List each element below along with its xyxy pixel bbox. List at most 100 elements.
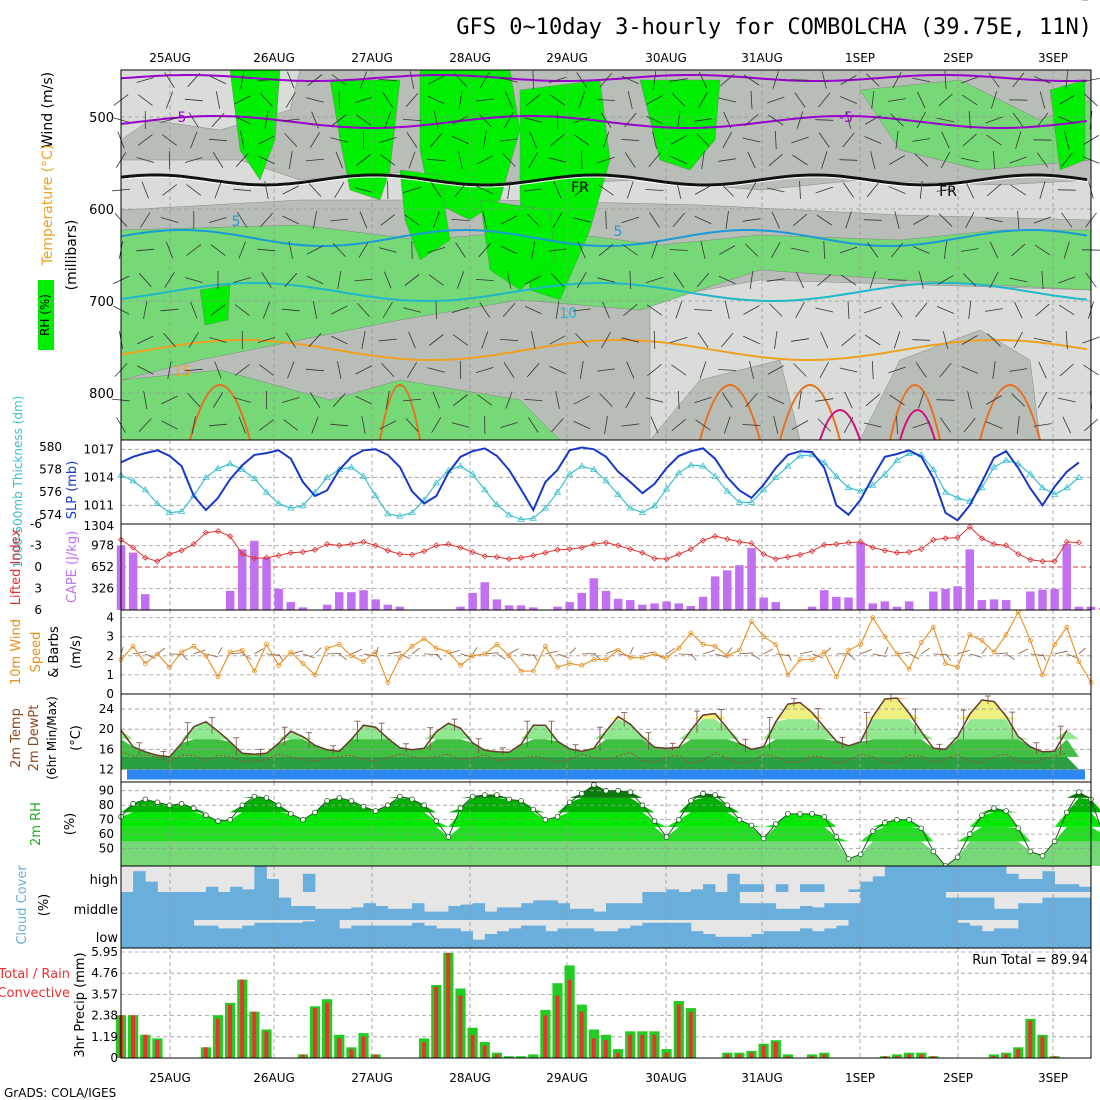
wind-barb xyxy=(288,241,293,259)
wind-tick: 0 xyxy=(106,687,114,701)
rh-2m-point xyxy=(930,848,937,855)
wind-speed-point xyxy=(906,666,912,672)
wind-speed-point xyxy=(494,642,500,647)
cape-bar xyxy=(759,597,768,610)
cape-bar xyxy=(662,601,671,610)
freezing-level-inner xyxy=(120,176,1088,188)
rh-2m-point xyxy=(772,821,779,827)
wind-barb xyxy=(354,278,373,282)
wind-barb xyxy=(652,71,657,89)
cloud-bar-middle xyxy=(509,907,522,920)
wind-barb xyxy=(993,150,995,170)
wind-10m-barb xyxy=(1018,648,1029,655)
wind-barb xyxy=(1059,363,1074,377)
cloud-bar-low xyxy=(509,928,522,948)
wind-barb xyxy=(771,241,781,259)
wind-speed-point xyxy=(276,663,282,668)
lifted-index-point xyxy=(809,548,816,555)
lifted-index-point xyxy=(1003,542,1010,549)
wind-barb xyxy=(308,333,322,347)
cloud-bar-low xyxy=(751,934,764,948)
wind-barb xyxy=(840,75,857,85)
rh-2m-point xyxy=(530,806,537,813)
wind-10m-barb xyxy=(242,653,252,660)
slp-series xyxy=(120,446,1080,522)
day-label-top: 3SEP xyxy=(1038,51,1068,65)
rh-2m-point xyxy=(1064,809,1070,816)
wind-barb xyxy=(550,273,565,287)
cape-bar xyxy=(565,602,574,610)
wind-barb xyxy=(742,137,761,143)
wind-barb xyxy=(257,248,276,252)
wind-barb xyxy=(361,416,366,434)
wind-barb xyxy=(524,305,542,315)
wind-barb xyxy=(839,246,858,254)
wind-barb xyxy=(136,248,155,252)
lifted-index-point xyxy=(615,542,622,549)
wind-barb xyxy=(742,218,761,222)
wind-barb xyxy=(864,115,881,125)
wind-barb xyxy=(696,272,710,288)
axis-label-slp: SLP (mb) xyxy=(65,461,80,520)
cloud-bar-low xyxy=(1042,920,1055,948)
rh-2m-point xyxy=(857,851,864,858)
cloud-bar-low xyxy=(872,920,886,948)
wind-barb xyxy=(767,395,785,405)
rh-2m-point xyxy=(639,802,646,808)
rh-2m-point xyxy=(518,797,524,804)
cape-bar xyxy=(880,601,890,610)
rh-2m-point xyxy=(688,797,694,804)
lifted-index-point xyxy=(372,542,379,549)
wind-barb xyxy=(575,333,589,347)
wind-barb xyxy=(548,157,567,163)
cape-bar xyxy=(868,603,877,610)
wind-10m-barb xyxy=(848,653,856,661)
wind-speed-point xyxy=(652,651,657,657)
precip-convective-bar xyxy=(252,1011,257,1058)
wind-barb xyxy=(918,271,924,289)
wind-barb xyxy=(264,111,269,129)
wind-barb xyxy=(749,361,754,379)
wind-barb xyxy=(985,308,1003,312)
wind-barb xyxy=(305,368,325,372)
cloud-bar-low xyxy=(399,925,413,948)
pressure-tick-label: 500 xyxy=(89,111,114,126)
cloud-bar-middle xyxy=(1078,897,1092,920)
thickness-point xyxy=(214,464,222,471)
cloud-bar-middle xyxy=(545,900,558,920)
wind-barb xyxy=(767,365,784,375)
wind-barb xyxy=(259,364,274,376)
wind-barb xyxy=(161,395,178,405)
wind-barb xyxy=(475,279,494,281)
thickness-point xyxy=(371,491,380,498)
cloud-bar-low xyxy=(448,928,461,948)
wind-barb xyxy=(839,159,858,161)
lifted-index-point xyxy=(845,539,852,546)
cloud-bar-middle xyxy=(460,904,473,920)
wind-barb xyxy=(384,271,392,289)
cloud-bar-middle xyxy=(278,897,292,920)
wind-barb xyxy=(799,180,801,200)
cloud-bar-low xyxy=(218,928,231,948)
precip-convective-bar xyxy=(725,1054,730,1058)
wind-speed-point xyxy=(603,657,609,662)
cloud-bar-high xyxy=(242,889,255,892)
wind-barb xyxy=(646,115,663,125)
cape-bar xyxy=(456,606,465,610)
wind-barb xyxy=(652,131,657,149)
wind-barb xyxy=(257,78,276,82)
cloud-bar-low xyxy=(533,925,546,948)
thickness-point xyxy=(299,502,307,509)
cloud-bar-high xyxy=(994,866,1007,892)
isotherm-20 xyxy=(979,384,1041,441)
wind-barb xyxy=(670,155,688,165)
lifted-index-point xyxy=(190,541,197,548)
cloud-bar-middle xyxy=(630,903,643,920)
precip-convective-bar xyxy=(688,1011,693,1058)
cloud-bar-middle xyxy=(121,892,134,920)
cape-bar xyxy=(1098,608,1100,610)
rh-2m-point xyxy=(421,802,427,808)
axis-label-cape: CAPE (J/kg) xyxy=(65,531,80,603)
cloud-bar-high xyxy=(302,873,316,892)
wind-10m-barb xyxy=(230,652,244,655)
